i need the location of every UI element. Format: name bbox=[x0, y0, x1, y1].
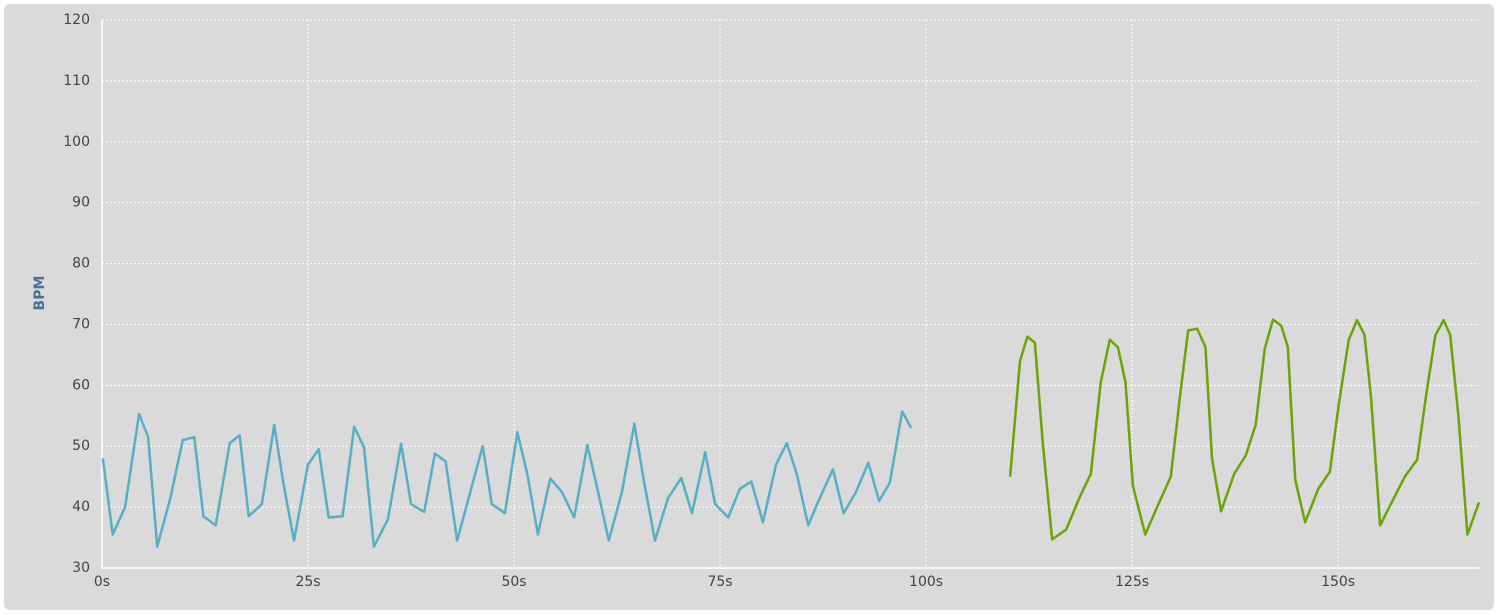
x-tick-label: 150s bbox=[1321, 574, 1355, 590]
x-tick-label: 25s bbox=[295, 574, 320, 590]
series-line bbox=[101, 410, 913, 548]
y-tick-label: 30 bbox=[72, 560, 90, 576]
chart-panel bbox=[4, 4, 1494, 610]
x-tick-label: 75s bbox=[707, 574, 732, 590]
y-tick-label: 90 bbox=[72, 195, 90, 211]
y-tick-label: 120 bbox=[63, 12, 90, 28]
y-tick-label: 100 bbox=[63, 134, 90, 150]
y-axis-label: BPM bbox=[32, 276, 48, 311]
y-tick-label: 60 bbox=[72, 377, 90, 393]
x-tick-label: 125s bbox=[1115, 574, 1149, 590]
y-tick-label: 110 bbox=[63, 73, 90, 89]
series-line bbox=[1008, 318, 1481, 541]
y-tick-label: 80 bbox=[72, 256, 90, 272]
y-tick-label: 50 bbox=[72, 438, 90, 454]
x-tick-label: 100s bbox=[909, 574, 943, 590]
y-tick-label: 70 bbox=[72, 316, 90, 332]
y-tick-label: 40 bbox=[72, 499, 90, 515]
x-tick-label: 0s bbox=[94, 574, 110, 590]
x-tick-label: 50s bbox=[501, 574, 526, 590]
